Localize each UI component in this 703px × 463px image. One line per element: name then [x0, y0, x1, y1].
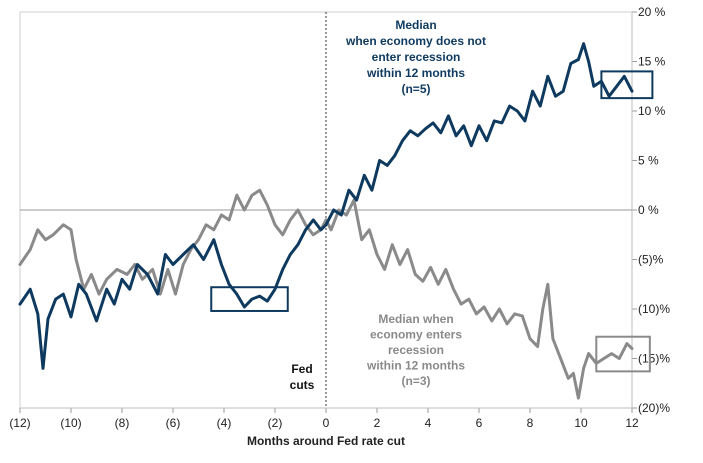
y-tick-label: 15 %	[638, 55, 666, 69]
x-tick-label: 0	[323, 416, 330, 430]
label-no-recession-line: enter recession	[372, 50, 461, 64]
label-recession: Median when economy enters recession within…	[366, 312, 465, 388]
y-axis-ticks: 20 % 15 % 10 % 5 % 0 % (5)% (10)% (15)% (20)%	[632, 5, 670, 415]
label-no-recession-line: (n=5)	[401, 82, 430, 96]
label-recession-line: economy enters	[370, 328, 462, 342]
y-tick-label: (5)%	[638, 253, 664, 267]
highlight-box	[600, 70, 654, 100]
series-line-recession	[18, 188, 634, 400]
fed-cuts-label: Fed cuts	[290, 362, 315, 392]
label-recession-line: recession	[388, 343, 444, 357]
y-tick-label: (15)%	[638, 352, 670, 366]
annotation-layer: Median when economy does not enter recessi…	[290, 18, 486, 392]
label-no-recession-line: when economy does not	[345, 34, 486, 48]
series-line-no-recession	[18, 42, 634, 370]
y-tick-label: 10 %	[638, 104, 666, 118]
fed-cuts-label-line: Fed	[291, 362, 312, 376]
label-recession-line: within 12 months	[366, 359, 465, 373]
fed-cuts-label-line: cuts	[290, 378, 315, 392]
x-axis-label: Months around Fed rate cut	[247, 434, 405, 448]
x-tick-label: (4)	[217, 416, 232, 430]
highlight-box	[595, 335, 651, 373]
x-tick-label: (12)	[9, 416, 30, 430]
x-tick-label: 10	[574, 416, 588, 430]
x-tick-label: 2	[374, 416, 381, 430]
x-tick-label: 8	[527, 416, 534, 430]
x-tick-label: (10)	[60, 416, 81, 430]
x-tick-label: (6)	[166, 416, 181, 430]
y-tick-label: (10)%	[638, 302, 670, 316]
label-recession-line: Median when	[378, 312, 453, 326]
label-no-recession-line: Median	[395, 18, 436, 32]
highlight-box	[210, 286, 289, 312]
x-tick-label: 4	[425, 416, 432, 430]
label-no-recession: Median when economy does not enter recessi…	[345, 18, 486, 96]
y-tick-label: 0 %	[638, 203, 659, 217]
label-recession-line: (n=3)	[401, 374, 430, 388]
highlight-boxes	[210, 70, 654, 373]
x-tick-label: 12	[625, 416, 639, 430]
x-tick-label: (2)	[268, 416, 283, 430]
y-tick-label: 20 %	[638, 5, 666, 19]
x-tick-label: 6	[476, 416, 483, 430]
label-no-recession-line: within 12 months	[366, 66, 465, 80]
y-tick-label: (20)%	[638, 401, 670, 415]
series-layer	[18, 42, 634, 400]
x-tick-label: (8)	[115, 416, 130, 430]
y-tick-label: 5 %	[638, 154, 659, 168]
x-axis-ticks: (12) (10) (8) (6) (4) (2) 0 2 4 6 8 10 12	[9, 408, 639, 430]
